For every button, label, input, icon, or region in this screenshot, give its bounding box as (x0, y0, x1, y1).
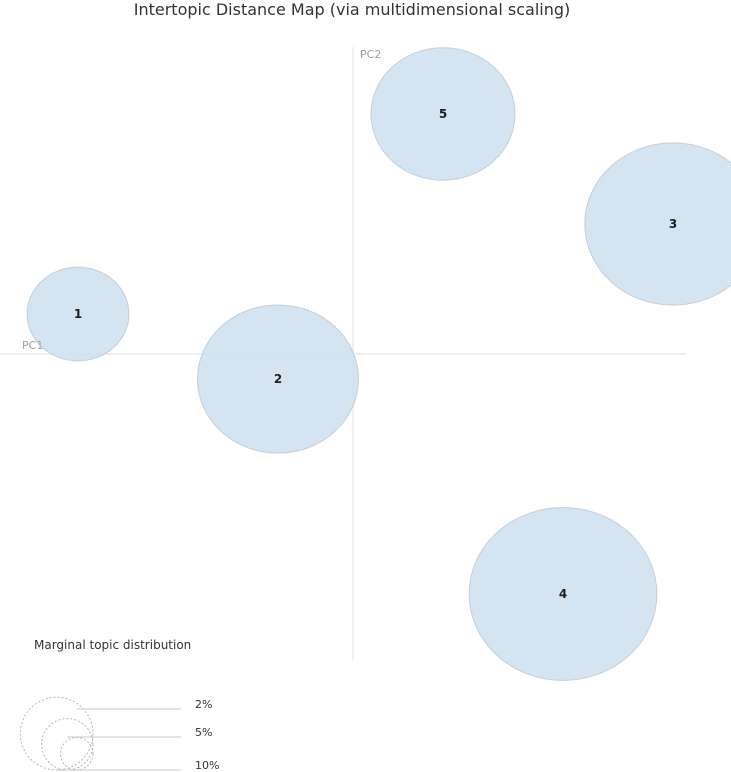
topic-label: 1 (74, 307, 82, 321)
topic-bubble[interactable] (370, 47, 516, 181)
topic-2[interactable]: 2 (197, 304, 359, 454)
topic-label: 5 (439, 107, 447, 121)
topic-label: 4 (559, 587, 567, 601)
topic-label: 3 (669, 217, 677, 231)
pc1-axis-label: PC1 (22, 339, 43, 352)
pc2-axis-label: PC2 (360, 48, 381, 61)
topic-1[interactable]: 1 (26, 266, 130, 362)
topic-label: 2 (274, 372, 282, 386)
legend-title: Marginal topic distribution (34, 638, 191, 652)
legend-circle-10 (19, 696, 94, 771)
topic-bubble[interactable] (468, 507, 658, 681)
legend-circle-5 (41, 718, 94, 771)
topic-3[interactable]: 3 (584, 142, 731, 306)
legend-label-2: 2% (195, 698, 212, 711)
legend-label-10: 10% (195, 759, 219, 772)
marginal-topic-distribution-legend: Marginal topic distribution 2% 5% 10% (19, 638, 219, 772)
chart-title: Intertopic Distance Map (via multidimens… (134, 0, 571, 19)
topic-bubble[interactable] (584, 142, 731, 306)
legend-label-5: 5% (195, 726, 212, 739)
legend-circle-2 (59, 736, 94, 771)
topic-4[interactable]: 4 (468, 507, 658, 681)
topic-bubble[interactable] (26, 266, 130, 362)
topic-5[interactable]: 5 (370, 47, 516, 181)
topic-bubbles: 1 2 3 4 5 (26, 47, 731, 681)
topic-bubble[interactable] (197, 304, 359, 454)
